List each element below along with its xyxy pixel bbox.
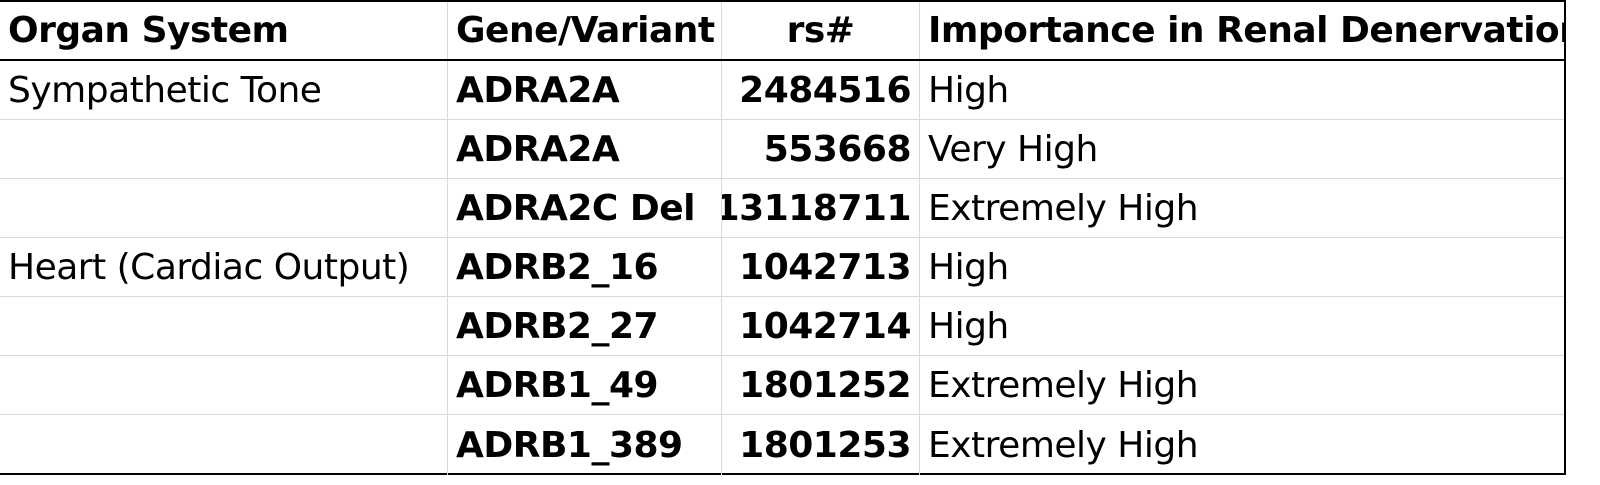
- gene-variant-cell: ADRA2C Del: [448, 179, 722, 237]
- importance-cell: Extremely High: [928, 424, 1199, 466]
- gene-variant-cell: ADRB2_16: [448, 238, 722, 296]
- table-header-row: Organ System Gene/Variant rs# Importance…: [0, 2, 1564, 61]
- gene-variant-cell: ADRB2_27: [448, 297, 722, 355]
- rs-number-cell: 1801253: [722, 415, 920, 475]
- organ-system-cell: [0, 120, 448, 178]
- table-row: ADRB1_49 1801252 Extremely High: [0, 356, 1564, 415]
- table-row: ADRA2C Del 13118711 Extremely High: [0, 179, 1564, 238]
- organ-system-cell: [0, 415, 448, 475]
- organ-system-cell: [0, 179, 448, 237]
- importance-cell: Extremely High: [928, 187, 1199, 229]
- gene-variant-cell: ADRA2A: [448, 120, 722, 178]
- gene-variant-cell: ADRA2A: [448, 61, 722, 119]
- table-row: Sympathetic Tone ADRA2A 2484516 High: [0, 61, 1564, 120]
- organ-system-cell: Heart (Cardiac Output): [0, 238, 448, 296]
- organ-system-cell: Sympathetic Tone: [0, 61, 448, 119]
- rs-number-cell: 1801252: [722, 356, 920, 414]
- gene-variant-cell: ADRB1_49: [448, 356, 722, 414]
- gene-variant-table: Organ System Gene/Variant rs# Importance…: [0, 0, 1566, 475]
- header-organ-system: Organ System: [0, 2, 448, 59]
- table-row: ADRA2A 553668 Very High: [0, 120, 1564, 179]
- header-importance: Importance in Renal Denervation: [928, 10, 1564, 51]
- importance-cell: Extremely High: [928, 364, 1199, 406]
- rs-number-cell: 2484516: [722, 61, 920, 119]
- rs-number-cell: 1042713: [722, 238, 920, 296]
- table-row: ADRB1_389 1801253 Extremely High: [0, 415, 1564, 475]
- table-row: ADRB2_27 1042714 High: [0, 297, 1564, 356]
- header-gene-variant: Gene/Variant: [448, 2, 722, 59]
- organ-system-cell: [0, 297, 448, 355]
- gene-variant-cell: ADRB1_389: [448, 415, 722, 475]
- table-row: Heart (Cardiac Output) ADRB2_16 1042713 …: [0, 238, 1564, 297]
- importance-cell: High: [928, 305, 1009, 347]
- rs-number-cell: 553668: [722, 120, 920, 178]
- importance-cell: Very High: [928, 128, 1098, 170]
- importance-cell: High: [928, 69, 1009, 111]
- header-rs-number: rs#: [722, 2, 920, 59]
- rs-number-cell: 13118711: [722, 179, 920, 237]
- importance-cell: High: [928, 246, 1009, 288]
- organ-system-cell: [0, 356, 448, 414]
- rs-number-cell: 1042714: [722, 297, 920, 355]
